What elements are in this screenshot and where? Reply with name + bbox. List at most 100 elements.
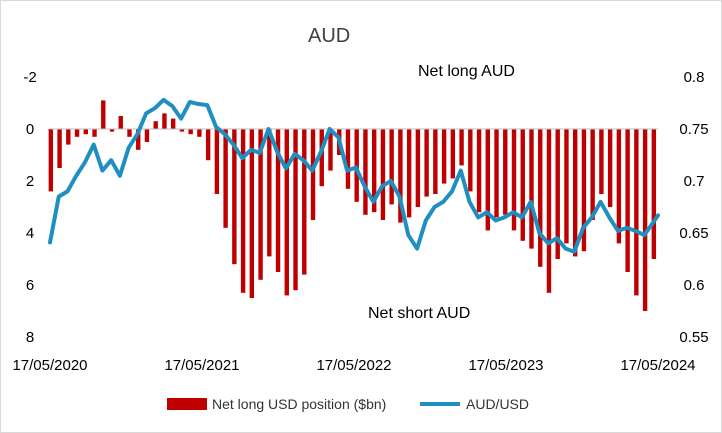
bar: [144, 129, 150, 142]
aud-usd-line: [48, 97, 660, 254]
bar: [415, 129, 421, 207]
bar: [354, 129, 359, 202]
annotation-net-short: Net short AUD: [368, 305, 470, 322]
annotation-net-long: Net long AUD: [418, 63, 515, 80]
bar: [136, 129, 141, 150]
bar: [546, 129, 552, 293]
bar: [293, 129, 298, 291]
bar: [564, 129, 569, 244]
bar: [494, 129, 499, 218]
legend-bar-swatch: [167, 398, 207, 410]
bar: [616, 129, 622, 244]
left-tick-label: 0: [26, 121, 34, 138]
bar: [74, 129, 80, 137]
bar: [188, 129, 193, 135]
bar: [424, 129, 429, 197]
bar: [572, 129, 578, 257]
bar: [83, 129, 88, 135]
bar: [590, 129, 595, 220]
bar: [127, 129, 132, 137]
bar: [118, 116, 123, 129]
bar: [205, 129, 211, 161]
bar: [310, 129, 316, 220]
right-tick-label: 0.75: [679, 121, 708, 138]
bar: [363, 129, 368, 215]
bar: [240, 129, 246, 293]
left-tick-label: -2: [23, 69, 36, 86]
bar: [57, 129, 62, 168]
bar: [450, 129, 456, 179]
bar: [651, 129, 657, 259]
bar: [485, 129, 490, 231]
bar-series: [48, 100, 657, 311]
bar: [223, 129, 228, 228]
bar: [214, 129, 220, 194]
bar: [170, 118, 176, 129]
bar: [179, 129, 185, 132]
bar: [503, 129, 508, 215]
bar: [162, 113, 167, 129]
bar: [302, 129, 307, 275]
bar: [406, 129, 412, 218]
right-tick-label: 0.7: [684, 173, 705, 190]
right-tick-label: 0.65: [679, 225, 708, 242]
bar: [599, 129, 604, 194]
bar: [468, 129, 473, 192]
bar: [459, 129, 464, 166]
bar: [389, 129, 394, 205]
bar: [642, 129, 648, 311]
bar: [581, 129, 587, 252]
bar: [48, 129, 54, 192]
bar: [267, 129, 272, 257]
x-tick-label: 17/05/2024: [620, 357, 695, 374]
bar: [345, 129, 351, 189]
right-tick-label: 0.55: [679, 329, 708, 346]
bar: [197, 129, 202, 137]
bar: [511, 129, 517, 231]
bar: [433, 129, 438, 194]
bar: [371, 129, 377, 213]
bar: [92, 129, 97, 137]
bar: [555, 129, 560, 259]
bar: [380, 129, 386, 220]
x-tick-label: 17/05/2020: [12, 357, 87, 374]
bar: [258, 129, 263, 280]
left-axis: -2 0 2 4 6 8: [23, 69, 36, 346]
x-axis: 17/05/2020 17/05/2021 17/05/2022 17/05/2023…: [12, 357, 695, 374]
right-tick-label: 0.6: [684, 277, 705, 294]
bar: [476, 129, 482, 213]
legend: Net long USD position ($bn) AUD/USD: [167, 396, 529, 412]
x-tick-label: 17/05/2023: [468, 357, 543, 374]
bar: [538, 129, 543, 267]
bar: [625, 129, 630, 272]
bar: [275, 129, 281, 272]
bar: [249, 129, 255, 298]
bar: [284, 129, 289, 296]
line-series-group: [48, 97, 660, 254]
bar: [328, 129, 333, 171]
bar: [101, 100, 106, 129]
bar: [634, 129, 639, 296]
bar: [529, 129, 534, 249]
bar: [520, 129, 525, 241]
bar: [607, 129, 613, 207]
bar: [109, 129, 115, 132]
bar: [153, 121, 158, 129]
bar: [232, 129, 237, 265]
legend-bar-label: Net long USD position ($bn): [212, 396, 386, 412]
left-tick-label: 6: [26, 277, 34, 294]
right-tick-label: 0.8: [684, 69, 705, 86]
chart-title: AUD: [308, 25, 350, 47]
bar: [319, 129, 324, 187]
bar: [66, 129, 71, 145]
left-tick-label: 4: [26, 225, 34, 242]
legend-line-label: AUD/USD: [466, 396, 529, 412]
right-axis: 0.8 0.75 0.7 0.65 0.6 0.55: [679, 69, 708, 346]
bar: [441, 129, 447, 184]
left-tick-label: 2: [26, 173, 34, 190]
x-tick-label: 17/05/2021: [164, 357, 239, 374]
x-tick-label: 17/05/2022: [316, 357, 391, 374]
bar: [398, 129, 403, 223]
